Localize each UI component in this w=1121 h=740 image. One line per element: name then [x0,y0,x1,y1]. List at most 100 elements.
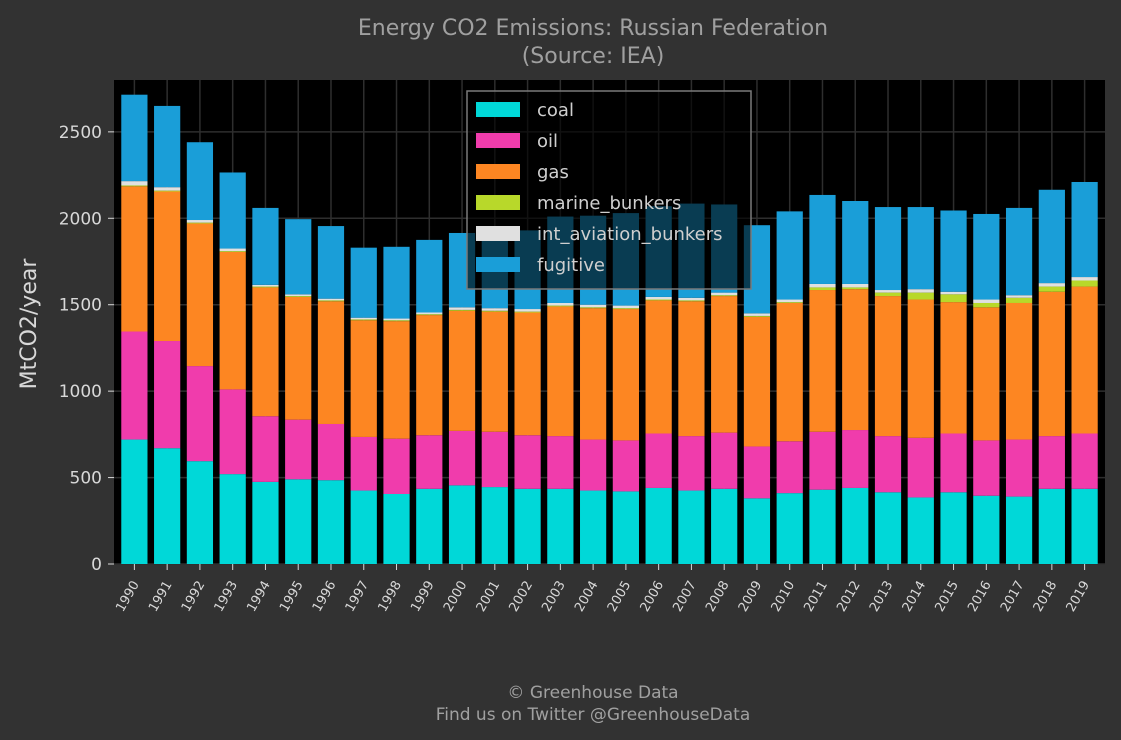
bar-fugitive-1993 [219,172,246,249]
bar-coal-2000 [448,485,476,564]
bar-coal-2010 [776,493,803,564]
x-tick-label-2019: 2019 [1064,579,1094,615]
legend-label-marine_bunkers: marine_bunkers [537,193,681,214]
bar-oil-2015 [940,433,967,493]
legend-swatch-gas [476,164,520,179]
bar-gas-1995 [285,296,312,420]
bar-oil-2014 [907,437,934,498]
bar-fugitive-1995 [285,219,312,295]
bar-oil-2007 [678,436,705,491]
bar-marine_bunkers-1992 [186,222,214,224]
bar-oil-2006 [645,433,672,488]
x-tick-label-1993: 1993 [212,579,242,615]
x-tick-label-2001: 2001 [474,579,504,615]
bar-gas-2004 [580,308,607,440]
bar-marine_bunkers-2010 [776,302,803,303]
bar-int_aviation_bunkers-1999 [416,312,443,315]
bar-coal-1994 [252,481,279,564]
y-tick-label-0: 0 [91,555,102,575]
bar-int_aviation_bunkers-1991 [154,187,181,191]
bar-oil-2016 [973,440,1000,496]
bar-oil-1990 [121,331,148,440]
bar-gas-1993 [219,251,246,390]
bar-fugitive-2018 [1038,189,1065,284]
bar-int_aviation_bunkers-1994 [252,284,279,287]
bar-gas-1998 [383,321,410,439]
bar-coal-2018 [1038,488,1065,564]
legend-swatch-oil [476,133,520,148]
bar-fugitive-2012 [842,201,869,284]
bar-marine_bunkers-1999 [416,314,443,316]
x-tick-label-1997: 1997 [343,579,373,615]
x-tick-label-2010: 2010 [769,579,799,615]
bar-marine_bunkers-2006 [645,299,672,301]
bar-gas-2007 [678,301,705,437]
bar-marine_bunkers-2004 [580,307,607,309]
bar-gas-2005 [612,309,639,441]
y-tick-label-500: 500 [70,469,102,489]
bar-coal-2017 [1005,496,1033,564]
bar-coal-2012 [842,487,869,564]
legend-label-coal: coal [537,100,574,121]
bar-oil-2012 [842,430,869,488]
bar-int_aviation_bunkers-2010 [776,299,803,303]
bar-int_aviation_bunkers-2019 [1071,277,1098,281]
bar-int_aviation_bunkers-1996 [317,298,345,301]
bar-gas-2019 [1071,286,1098,434]
bar-fugitive-2015 [940,210,967,292]
bar-int_aviation_bunkers-2009 [743,313,771,316]
bar-marine_bunkers-2017 [1005,297,1033,303]
legend-label-gas: gas [537,162,569,183]
bar-fugitive-2016 [973,213,1000,300]
bar-gas-1996 [317,301,345,424]
bar-gas-2001 [481,311,508,432]
bar-gas-2017 [1005,302,1033,440]
bar-marine_bunkers-1993 [219,251,246,252]
x-tick-label-2007: 2007 [670,579,700,615]
bar-gas-2014 [907,299,934,438]
legend-swatch-fugitive [476,257,520,272]
x-tick-label-1999: 1999 [408,579,438,615]
bar-marine_bunkers-2007 [678,300,705,302]
chart-title: Energy CO2 Emissions: Russian Federation [358,16,828,41]
bar-marine_bunkers-2001 [481,310,508,312]
bar-fugitive-1991 [154,105,181,188]
bar-coal-2013 [874,492,902,564]
bar-marine_bunkers-1996 [317,300,345,302]
bar-fugitive-1996 [317,226,345,299]
bar-int_aviation_bunkers-2005 [612,305,639,309]
bar-marine_bunkers-2011 [809,287,836,291]
bar-fugitive-2010 [776,211,803,300]
bar-int_aviation_bunkers-2013 [874,290,902,293]
bar-coal-2003 [547,488,574,564]
x-tick-label-1994: 1994 [244,579,274,615]
y-axis: 0 500 1000 1500 2000 2500 [59,123,114,575]
bar-fugitive-2013 [874,207,902,291]
x-tick-label-1998: 1998 [375,579,405,615]
bar-coal-2004 [580,490,607,564]
bar-fugitive-2011 [809,194,836,284]
bar-gas-1994 [252,287,279,417]
bar-int_aviation_bunkers-1992 [186,220,214,223]
x-axis: 1990 1991 1992 1993 1994 1995 1996 1997 1998 1999… [113,564,1093,615]
legend-swatch-coal [476,102,520,117]
bar-int_aviation_bunkers-2007 [678,297,705,301]
bar-gas-2008 [711,296,738,433]
bar-int_aviation_bunkers-1997 [350,317,377,320]
bar-gas-1990 [121,186,148,332]
bar-int_aviation_bunkers-1993 [219,248,246,252]
bar-coal-2007 [678,490,705,564]
footer-twitter: Find us on Twitter @GreenhouseData [436,705,751,725]
bar-oil-2009 [743,446,771,499]
x-tick-label-2011: 2011 [801,579,831,615]
bar-int_aviation_bunkers-2016 [973,299,1000,303]
legend-swatch-int_aviation_bunkers [476,226,520,241]
bar-coal-2002 [514,488,541,564]
bar-int_aviation_bunkers-1998 [383,318,410,321]
bar-int_aviation_bunkers-2006 [645,296,672,300]
bar-oil-2002 [514,435,541,489]
x-tick-label-1996: 1996 [310,579,340,615]
x-tick-label-2003: 2003 [539,579,569,615]
y-tick-label-2500: 2500 [59,123,102,143]
